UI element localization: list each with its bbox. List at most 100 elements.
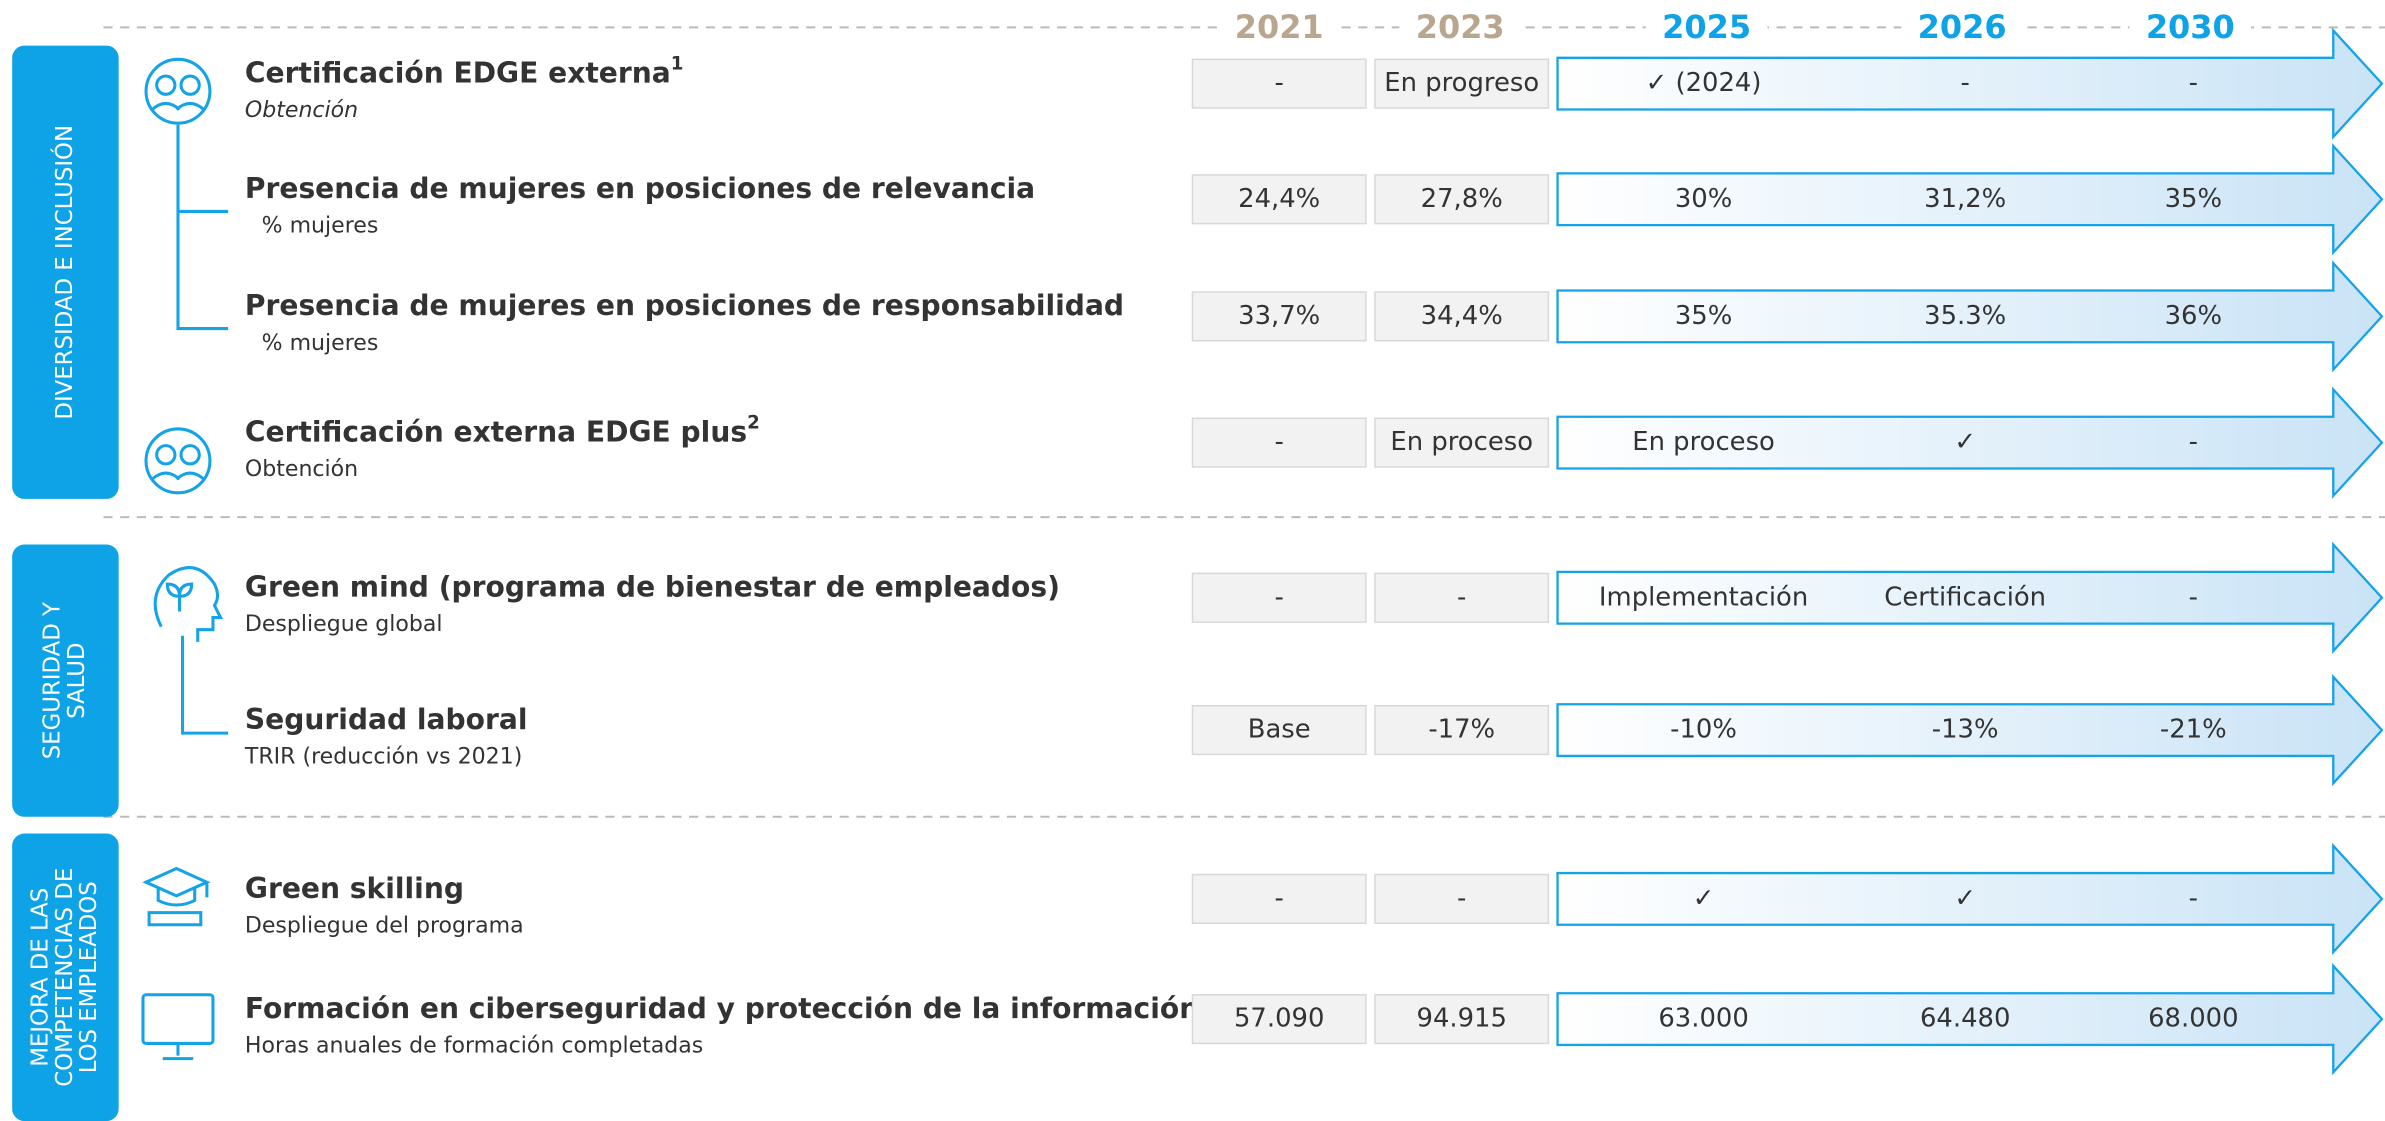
cell-value: -21% <box>2160 715 2227 745</box>
section-tab <box>12 833 119 1121</box>
content: 2021 2023 2025 2026 2030 DIVERSIDAD E INCLUSI… <box>12 7 2384 1121</box>
target-arrow <box>1556 386 2384 499</box>
footnote-mark: 1 <box>671 53 684 74</box>
cell-value: 27,8% <box>1421 184 1503 214</box>
past-cell <box>1374 704 1550 756</box>
section-label: MEJORA DE LAS <box>28 888 54 1067</box>
cell-value: - <box>2189 427 2198 457</box>
cell-value: 34,4% <box>1421 301 1503 331</box>
cell-value: ✓ <box>1954 883 1976 913</box>
year-bg <box>1645 7 1768 48</box>
row-subtitle: Horas anuales de formación completadas <box>245 1033 703 1058</box>
cell-value: 33,7% <box>1238 301 1320 331</box>
cell-value: - <box>1961 68 1970 98</box>
section-label: LOS EMPLEADOS <box>76 881 102 1073</box>
people-icon <box>144 57 212 125</box>
target-arrow <box>1556 842 2384 956</box>
cell-value: - <box>1275 582 1284 612</box>
past-cell <box>1191 993 1367 1045</box>
row-title: Green skilling <box>245 872 464 905</box>
title-text: Green skilling <box>245 872 464 905</box>
cell-value: 36% <box>2165 301 2222 331</box>
year-label: 2023 <box>1416 8 1505 46</box>
cell-value: 94.915 <box>1417 1004 1507 1034</box>
year-label: 2030 <box>2146 8 2235 46</box>
target-arrow <box>1556 673 2384 787</box>
cell-value: -13% <box>1932 715 1999 745</box>
title-text: Seguridad laboral <box>245 703 528 736</box>
past-cell <box>1191 417 1367 468</box>
past-cell <box>1374 58 1550 109</box>
cell-value: - <box>2189 582 2198 612</box>
past-cell <box>1191 704 1367 756</box>
row-subtitle: % mujeres <box>262 214 379 239</box>
cell-value: - <box>1275 427 1284 457</box>
past-cell <box>1191 572 1367 623</box>
cell-value: Certificación <box>1884 582 2046 612</box>
title-text: Green mind (programa de bienestar de emp… <box>245 571 1060 604</box>
year-bg <box>1901 7 2023 48</box>
cell-value: ✓ <box>1954 427 1976 457</box>
cell-value: -17% <box>1428 715 1495 745</box>
row-subtitle: Obtención <box>245 457 358 482</box>
target-arrow <box>1556 143 2384 256</box>
cell-value: 63.000 <box>1658 1004 1748 1034</box>
year-label: 2026 <box>1918 8 2007 46</box>
cell-value: 35% <box>1675 301 1732 331</box>
cell-value: Implementación <box>1599 582 1808 612</box>
target-arrow <box>1556 962 2384 1076</box>
past-cell <box>1374 291 1550 342</box>
row-subtitle: Despliegue global <box>245 612 443 637</box>
row-title: Presencia de mujeres en posiciones de re… <box>245 172 1035 205</box>
row-title: Seguridad laboral <box>245 703 528 736</box>
cell-value: 31,2% <box>1924 184 2006 214</box>
cell-value: 64.480 <box>1920 1004 2010 1034</box>
cell-value: 35.3% <box>1924 301 2006 331</box>
row-subtitle: Obtención <box>245 98 358 123</box>
section-label: COMPETENCIAS DE <box>52 868 78 1087</box>
past-cell <box>1191 873 1367 925</box>
row-title: Certificación externa EDGE plus2 <box>245 412 760 448</box>
year-bg <box>1218 7 1341 48</box>
target-arrow <box>1556 541 2384 654</box>
graduation-icon <box>142 866 211 927</box>
people-icon <box>144 427 212 495</box>
title-text: Presencia de mujeres en posiciones de re… <box>245 172 1035 205</box>
row-subtitle: Despliegue del programa <box>245 913 524 938</box>
year-bg <box>2129 7 2252 48</box>
row-title: Green mind (programa de bienestar de emp… <box>245 571 1060 604</box>
title-text: Presencia de mujeres en posiciones de re… <box>245 289 1124 322</box>
title-text: Formación en ciberseguridad y protección… <box>245 992 1199 1025</box>
target-arrow <box>1556 260 2384 373</box>
past-cell <box>1374 873 1550 925</box>
cell-value: - <box>1275 68 1284 98</box>
cell-value: En progreso <box>1384 68 1539 98</box>
cell-value: 35% <box>2165 184 2222 214</box>
target-arrow <box>1556 27 2384 140</box>
cell-value: 24,4% <box>1238 184 1320 214</box>
cell-value: ✓ <box>1693 883 1715 913</box>
title-text: Certificación EDGE externa <box>245 57 671 90</box>
row-subtitle: % mujeres <box>262 331 379 356</box>
section-label: DIVERSIDAD E INCLUSIÓN <box>50 125 78 420</box>
cell-value: - <box>1275 883 1284 913</box>
section-tab <box>12 45 119 499</box>
section-label: SALUD <box>64 643 90 719</box>
section-label: SEGURIDAD Y <box>40 602 66 759</box>
past-cell <box>1374 174 1550 225</box>
cell-value: En proceso <box>1632 427 1775 457</box>
cell-value: 57.090 <box>1234 1004 1324 1034</box>
cell-value: - <box>1457 582 1466 612</box>
past-cell <box>1191 58 1367 109</box>
past-cell <box>1191 291 1367 342</box>
year-label: 2025 <box>1662 8 1751 46</box>
footnote-mark: 2 <box>747 412 760 433</box>
title-text: Certificación externa EDGE plus <box>245 415 747 448</box>
year-bg <box>1399 7 1522 48</box>
year-label: 2021 <box>1235 8 1324 46</box>
cell-value: ✓ (2024) <box>1646 68 1762 98</box>
cell-value: 68.000 <box>2148 1004 2238 1034</box>
past-cell <box>1374 417 1550 468</box>
